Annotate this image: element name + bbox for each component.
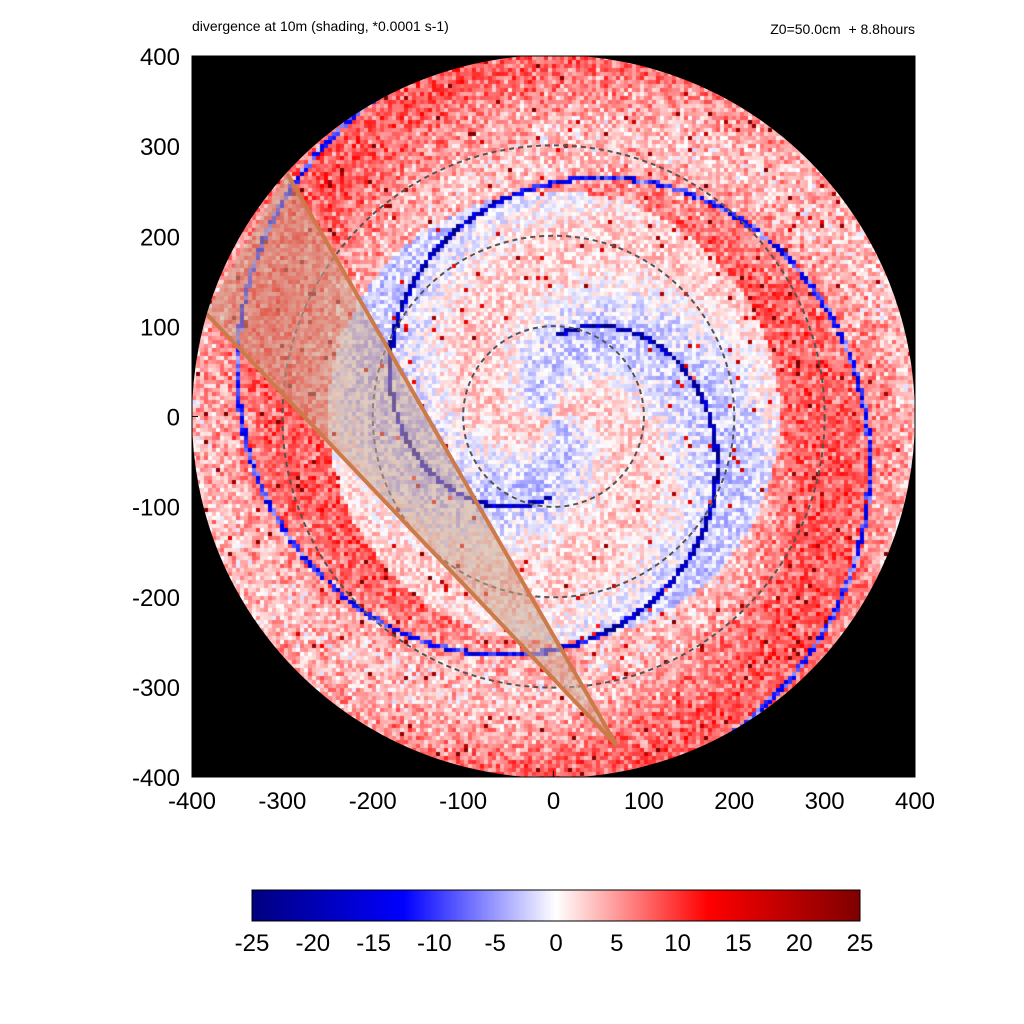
colorbar-tick-label: 20 — [786, 930, 813, 957]
sector-edge-1 — [285, 172, 619, 747]
sector-fill — [205, 173, 617, 746]
colorbar-tick-label: 0 — [549, 930, 562, 957]
colorbar: -25 -20 -15 -10 -5 0 5 10 15 20 25 — [235, 889, 874, 957]
colorbar-tick-label: 15 — [725, 930, 752, 957]
colorbar-tick-label: 10 — [664, 930, 691, 957]
y-tick-label: 0 — [167, 405, 180, 432]
x-tick-label: 100 — [624, 788, 664, 815]
colorbar-tick-label: -5 — [485, 930, 506, 957]
colorbar-tick-label: -10 — [417, 930, 452, 957]
y-tick-label: 300 — [140, 134, 180, 161]
y-tick-label: -400 — [132, 765, 180, 792]
y-tick-label: 200 — [140, 224, 180, 251]
chart-title: divergence at 10m (shading, *0.0001 s-1) — [192, 18, 449, 34]
colorbar-tick-label: -25 — [235, 930, 270, 957]
range-ring-100 — [462, 325, 645, 508]
colorbar-tick-label: -15 — [356, 930, 391, 957]
colorbar-tick-label: -20 — [295, 930, 330, 957]
plot-area — [192, 56, 915, 777]
axes: -400 -300 -200 -100 0 100 200 300 400 400 300 200 10… — [132, 44, 935, 815]
x-tick-label: 300 — [805, 788, 845, 815]
x-tick-label: 400 — [895, 788, 935, 815]
y-tick-label: -100 — [132, 495, 180, 522]
x-tick-label: -300 — [258, 788, 306, 815]
colorbar-bar — [251, 889, 861, 922]
y-tick-label: -300 — [132, 675, 180, 702]
y-tick-label: 400 — [140, 44, 180, 71]
colorbar-tick-label: 25 — [847, 930, 874, 957]
x-tick-label: 0 — [547, 788, 560, 815]
x-tick-label: 200 — [714, 788, 754, 815]
x-tick-label: -100 — [439, 788, 487, 815]
sector-edge-2 — [204, 311, 619, 747]
chart-subtitle: Z0=50.0cm + 8.8hours — [770, 21, 915, 37]
range-ring-300 — [281, 144, 826, 689]
colorbar-tick-label: 5 — [610, 930, 623, 957]
x-tick-label: -400 — [168, 788, 216, 815]
y-tick-label: 100 — [140, 314, 180, 341]
x-tick-label: -200 — [349, 788, 397, 815]
y-tick-label: -200 — [132, 585, 180, 612]
